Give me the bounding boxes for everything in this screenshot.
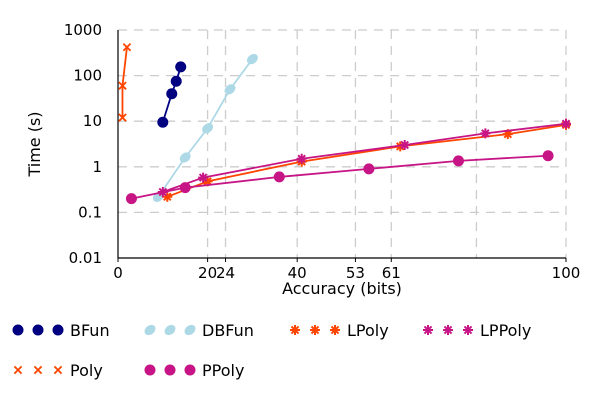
point-ppoly: [452, 155, 464, 167]
point-lpoly: [502, 129, 513, 140]
y-tick-label: 0.01: [69, 249, 102, 267]
legend-marker-lppoly: [463, 325, 473, 335]
x-tick-label: 40: [288, 264, 307, 282]
grid: [118, 29, 567, 258]
point-poly: [118, 113, 127, 122]
legend-marker-ppoly: [144, 364, 156, 376]
y-tick-label: 1000: [64, 21, 102, 39]
legend-label-ppoly: PPoly: [202, 361, 244, 380]
legend-item-dbfun: DBFun: [144, 321, 254, 340]
legend-label-lpoly: LPoly: [347, 321, 389, 340]
legend-marker-dbfun: [164, 324, 176, 336]
x-axis-title: Accuracy (bits): [282, 279, 402, 298]
point-poly: [122, 42, 132, 52]
point-lppoly: [399, 140, 410, 151]
legend-item-lppoly: LPPoly: [423, 321, 531, 340]
point-lpoly: [202, 176, 213, 187]
legend-marker-bfun: [52, 324, 64, 336]
x-tick-label: 20: [198, 264, 217, 282]
legend-marker-lpoly: [330, 325, 340, 335]
point-lppoly: [480, 128, 491, 139]
y-tick-label: 100: [73, 67, 102, 85]
legend-label-poly: Poly: [70, 361, 103, 380]
legend-label-lppoly: LPPoly: [480, 321, 531, 340]
y-tick-label: 10: [83, 112, 102, 130]
legend-marker-ppoly: [184, 364, 196, 376]
y-tick-label: 1: [92, 158, 102, 176]
point-dbfun: [179, 152, 191, 163]
legend-marker-lppoly: [423, 325, 433, 335]
x-tick-label: 0: [113, 264, 123, 282]
point-bfun: [175, 61, 187, 73]
x-tick-label: 61: [382, 264, 401, 282]
legend: BFun DBFun LPoly LPPoly Poly PPoly: [12, 321, 531, 380]
point-bfun: [170, 75, 182, 87]
legend-marker-lpoly: [310, 325, 320, 335]
legend-marker-dbfun: [144, 324, 156, 336]
point-bfun: [157, 116, 169, 128]
x-tick-label: 24: [216, 264, 235, 282]
legend-marker-poly: [13, 365, 23, 375]
point-lppoly: [296, 153, 307, 164]
point-dbfun: [202, 123, 214, 134]
point-ppoly: [542, 150, 554, 162]
legend-item-bfun: BFun: [12, 321, 110, 340]
y-tick-label: 0.1: [78, 203, 102, 221]
point-lppoly: [561, 118, 571, 129]
legend-label-dbfun: DBFun: [202, 321, 254, 340]
point-ppoly: [273, 171, 285, 183]
point-ppoly: [179, 182, 191, 194]
x-tick-label: 100: [552, 264, 581, 282]
legend-marker-ppoly: [164, 364, 176, 376]
legend-marker-poly: [53, 365, 63, 375]
legend-item-poly: Poly: [13, 361, 103, 380]
point-bfun: [166, 88, 178, 100]
point-dbfun: [246, 53, 258, 65]
axes: [117, 30, 567, 262]
y-axis-title: Time (s): [25, 111, 44, 177]
x-tick-label: 53: [346, 264, 365, 282]
legend-label-bfun: BFun: [70, 321, 110, 340]
series-line-ppoly: [131, 154, 549, 200]
point-lpoly: [162, 191, 173, 202]
legend-marker-bfun: [12, 324, 24, 336]
legend-marker-lpoly: [290, 325, 300, 335]
legend-marker-poly: [33, 365, 43, 375]
legend-marker-bfun: [32, 324, 44, 336]
series-line-bfun: [161, 66, 182, 123]
series-line-lpoly: [166, 124, 567, 198]
plot-area: [118, 42, 571, 205]
point-ppoly: [125, 193, 137, 205]
legend-marker-lppoly: [443, 325, 453, 335]
legend-marker-dbfun: [184, 324, 196, 336]
legend-item-lpoly: LPoly: [290, 321, 389, 340]
point-poly: [118, 81, 127, 90]
point-dbfun: [224, 84, 236, 95]
point-lppoly: [198, 172, 209, 183]
series-line-lppoly: [162, 122, 567, 193]
point-ppoly: [363, 163, 375, 175]
legend-item-ppoly: PPoly: [144, 361, 244, 380]
